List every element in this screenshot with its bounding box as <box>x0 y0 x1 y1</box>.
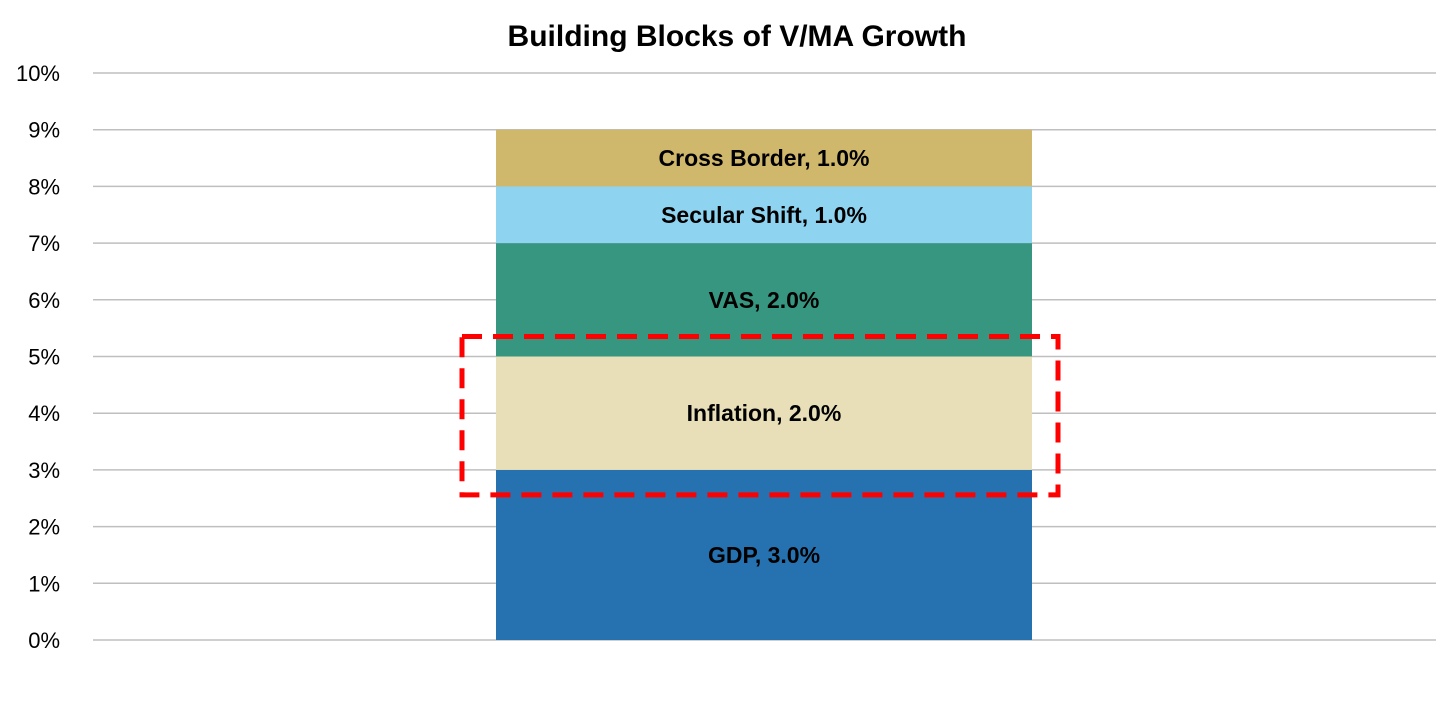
y-tick-label: 0% <box>28 628 60 653</box>
bar-segment-secular-shift <box>496 186 1032 244</box>
y-tick-label: 4% <box>28 401 60 426</box>
segment-label-inflation: Inflation, 2.0% <box>687 400 842 426</box>
y-tick-label: 3% <box>28 458 60 483</box>
y-tick-label: 1% <box>28 571 60 596</box>
y-tick-label: 2% <box>28 515 60 540</box>
y-axis-tick-labels: 0% 1% 2% 3% 4% 5% 6% 7% 8% 9% 10% <box>16 61 60 653</box>
segment-labels: GDP, 3.0% Inflation, 2.0% VAS, 2.0% Secular… <box>659 145 870 568</box>
segment-label-gdp: GDP, 3.0% <box>708 542 820 568</box>
bar-segment-cross-border <box>496 129 1032 187</box>
segment-label-secular-shift: Secular Shift, 1.0% <box>661 202 867 228</box>
y-tick-label: 10% <box>16 61 60 86</box>
y-tick-label: 9% <box>28 118 60 143</box>
y-tick-label: 5% <box>28 345 60 370</box>
y-tick-label: 6% <box>28 288 60 313</box>
bar-segment-inflation <box>496 356 1032 470</box>
y-tick-label: 7% <box>28 231 60 256</box>
bar-segment-gdp <box>496 469 1032 640</box>
highlight-box <box>459 334 1061 498</box>
stacked-bar <box>496 129 1032 640</box>
highlight-annotation <box>459 334 1061 498</box>
chart-title: Building Blocks of V/MA Growth <box>508 20 967 53</box>
segment-label-vas: VAS, 2.0% <box>709 287 820 313</box>
segment-label-cross-border: Cross Border, 1.0% <box>659 145 870 171</box>
y-tick-label: 8% <box>28 174 60 199</box>
